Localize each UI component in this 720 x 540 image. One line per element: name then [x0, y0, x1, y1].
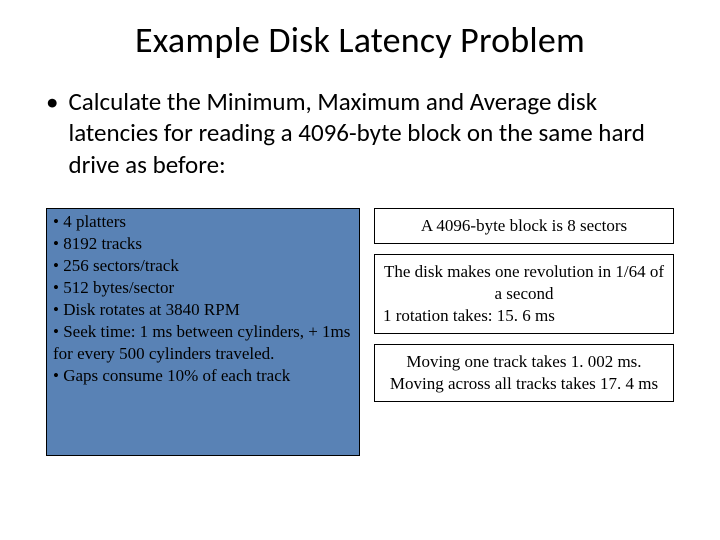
spec-item: • 512 bytes/sector: [53, 277, 353, 299]
main-bullet-text: Calculate the Minimum, Maximum and Avera…: [68, 86, 680, 180]
info-box-2: The disk makes one revolution in 1/64 of…: [374, 254, 674, 334]
info-line: Moving one track takes 1. 002 ms.: [383, 351, 665, 373]
spec-item: • 256 sectors/track: [53, 255, 353, 277]
slide-title: Example Disk Latency Problem: [40, 18, 680, 62]
spec-item: • 8192 tracks: [53, 233, 353, 255]
bullet-dot: •: [46, 86, 58, 180]
right-column: A 4096-byte block is 8 sectors The disk …: [374, 208, 674, 456]
info-box-1: A 4096-byte block is 8 sectors: [374, 208, 674, 244]
info-box-3: Moving one track takes 1. 002 ms. Moving…: [374, 344, 674, 402]
info-line: The disk makes one revolution in 1/64 of…: [383, 261, 665, 305]
spec-item: • 4 platters: [53, 211, 353, 233]
spec-item: • Disk rotates at 3840 RPM: [53, 299, 353, 321]
spec-item: • Gaps consume 10% of each track: [53, 365, 353, 387]
info-line: A 4096-byte block is 8 sectors: [383, 215, 665, 237]
spec-item: • Seek time: 1 ms between cylinders, + 1…: [53, 321, 353, 365]
specs-box: • 4 platters • 8192 tracks • 256 sectors…: [46, 208, 360, 456]
main-bullet: • Calculate the Minimum, Maximum and Ave…: [40, 86, 680, 180]
content-columns: • 4 platters • 8192 tracks • 256 sectors…: [40, 208, 680, 456]
info-line: Moving across all tracks takes 17. 4 ms: [383, 373, 665, 395]
info-line: 1 rotation takes: 15. 6 ms: [383, 305, 665, 327]
